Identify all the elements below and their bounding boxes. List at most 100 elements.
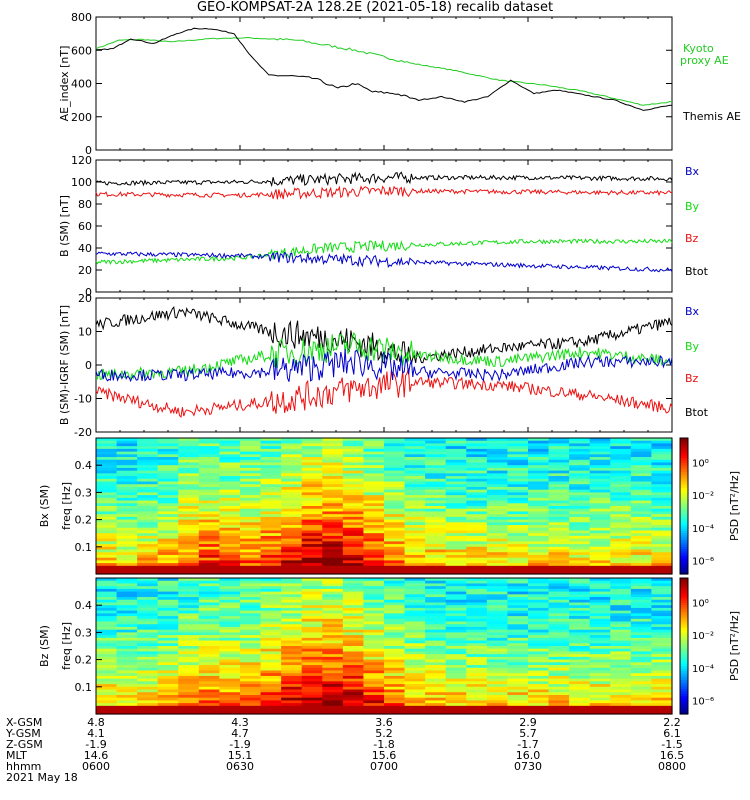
spectrogram-cell <box>96 546 118 551</box>
spectrogram-cell <box>219 656 241 661</box>
spectrogram-cell <box>281 489 303 493</box>
spectrogram-cell <box>630 662 653 666</box>
spectrogram-cell <box>116 484 138 488</box>
spectrogram-cell <box>384 478 406 483</box>
y-tick-label: 0.2 <box>75 654 93 667</box>
spectrogram-cell <box>157 438 179 442</box>
spectrogram-cell <box>301 476 323 480</box>
spectrogram-cell <box>260 560 282 564</box>
spectrogram-cell <box>445 457 467 461</box>
spectrogram-cell <box>96 506 118 510</box>
spectrogram-cell <box>425 538 447 542</box>
spectrogram-cell <box>157 560 179 564</box>
spectrogram-cell <box>630 557 653 561</box>
spectrogram-cell <box>507 516 529 521</box>
spectrogram-cell <box>445 467 467 472</box>
spectrogram-cell <box>548 525 570 529</box>
spectrogram-cell <box>116 686 138 691</box>
spectrogram-cell <box>404 580 426 585</box>
spectrogram-cell <box>363 708 385 712</box>
spectrogram-cell <box>219 629 241 633</box>
spectrogram-cell <box>569 538 591 542</box>
spectrogram-cell <box>322 440 344 445</box>
spectrogram-cell <box>486 616 509 620</box>
spectrogram-cell <box>178 675 200 680</box>
spectrogram-cell <box>96 549 118 553</box>
spectrogram-cell <box>486 665 509 669</box>
spectrogram-cell <box>96 443 118 447</box>
spectrogram-cell <box>630 686 653 691</box>
spectrogram-cell <box>384 549 406 553</box>
spectrogram-cell <box>281 514 303 518</box>
spectrogram-cell <box>466 626 488 631</box>
spectrogram-cell <box>610 489 632 493</box>
spectrogram-cell <box>96 618 118 623</box>
spectrogram-cell <box>445 597 467 601</box>
colorbar-cell <box>680 661 688 665</box>
spectrogram-cell <box>342 659 365 663</box>
spectrogram-cell <box>240 599 262 604</box>
spectrogram-cell <box>651 675 673 680</box>
spectrogram-cell <box>240 552 262 556</box>
spectrogram-cell <box>240 670 262 674</box>
spectrogram-cell <box>157 478 179 483</box>
spectrogram-cell <box>466 640 488 644</box>
spectrogram-cell <box>116 580 138 585</box>
colorbar-cell <box>680 682 688 686</box>
spectrogram-cell <box>445 454 467 458</box>
spectrogram-cell <box>445 486 467 491</box>
spectrogram-cell <box>301 549 323 553</box>
spectrogram-cell <box>281 697 303 701</box>
spectrogram-cell <box>281 519 303 523</box>
spectrogram-cell <box>240 616 262 620</box>
spectrogram-cell <box>384 673 406 677</box>
spectrogram-cell <box>342 643 365 647</box>
spectrogram-cell <box>528 470 550 474</box>
spectrogram-cell <box>281 673 303 677</box>
spectrogram-cell <box>384 476 406 480</box>
y-tick-label: 60 <box>78 220 92 233</box>
spectrogram-cell <box>137 678 159 682</box>
spectrogram-cell <box>486 605 509 609</box>
spectrogram-cell <box>363 519 385 523</box>
spectrogram-cell <box>281 610 303 614</box>
y-tick-label: -10 <box>74 393 92 406</box>
spectrogram-cell <box>281 654 303 658</box>
spectrogram-cell <box>507 525 529 529</box>
spectrogram-cell <box>569 486 591 491</box>
spectrogram-cell <box>384 599 406 604</box>
spectrogram-cell <box>157 538 179 542</box>
spectrogram-cell <box>363 651 385 655</box>
spectrogram-cell <box>610 560 632 564</box>
spectrogram-cell <box>137 643 159 647</box>
spectrogram-cell <box>404 478 426 483</box>
spectrogram-cell <box>610 514 632 518</box>
spectrogram-cell <box>137 533 159 537</box>
spectrogram-cell <box>116 588 138 593</box>
spectrogram-cell <box>301 667 323 672</box>
spectrogram-cell <box>198 476 221 480</box>
spectrogram-cell <box>157 673 179 677</box>
spectrogram-cell <box>384 489 406 493</box>
spectrogram-cell <box>384 640 406 644</box>
spectrogram-cell <box>384 616 406 620</box>
spectrogram-cell <box>425 703 447 707</box>
y-tick-label: 20 <box>78 292 92 305</box>
spectrogram-cell <box>322 568 344 572</box>
spectrogram-cell <box>137 535 159 540</box>
spectrogram-cell <box>384 563 406 567</box>
spectrogram-cell <box>507 557 529 561</box>
spectrogram-cell <box>425 651 447 655</box>
spectrogram-cell <box>425 522 447 526</box>
spectrogram-cell <box>137 492 159 496</box>
spectrogram-cell <box>342 476 365 480</box>
spectrogram-cell <box>363 489 385 493</box>
spectrogram-cell <box>486 500 509 504</box>
spectrogram-cell <box>425 459 447 464</box>
footer-value: 4.8 <box>87 716 105 729</box>
colorbar-cell <box>680 535 688 539</box>
spectrogram-cell <box>425 618 447 623</box>
spectrogram-cell <box>281 440 303 445</box>
spectrogram-cell <box>589 605 611 609</box>
spectrogram-cell <box>178 451 200 455</box>
